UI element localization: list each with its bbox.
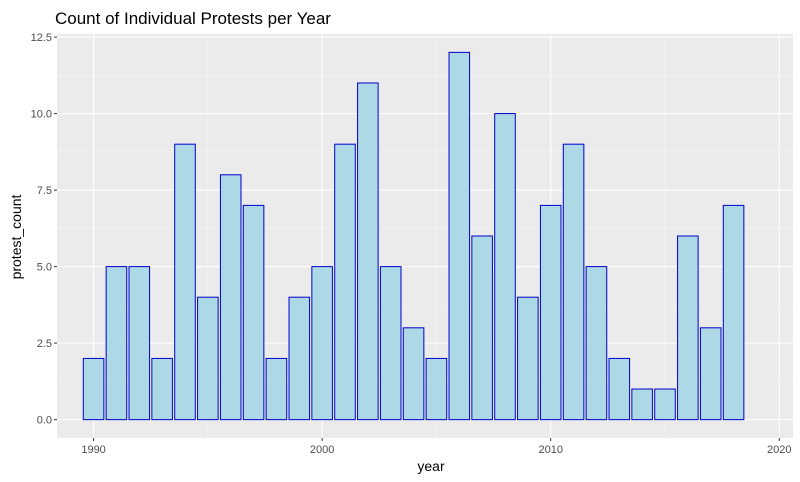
y-tick-label: 5.0: [37, 262, 52, 274]
bar-1997: [242, 204, 265, 421]
bar-1994: [174, 143, 196, 421]
bar-2000: [311, 266, 333, 421]
bar-2018: [722, 204, 745, 421]
bar-2013: [608, 357, 631, 421]
bar-2011: [562, 143, 585, 421]
bar-1996: [219, 174, 242, 421]
bar-1999: [288, 296, 311, 421]
bar-2015: [654, 388, 676, 421]
x-tick-label: 2000: [310, 444, 334, 456]
bar-2002: [357, 82, 379, 421]
bar-2016: [677, 235, 699, 421]
bar-1992: [128, 266, 151, 421]
bar-2017: [699, 327, 722, 421]
y-axis: 0.0 2.5 5.0 7.5 10.0 12.5: [31, 32, 57, 427]
bar-2014: [631, 388, 653, 421]
x-axis-title: year: [417, 458, 445, 474]
bar-2010: [539, 204, 562, 421]
x-tick-label: 2010: [538, 444, 562, 456]
x-axis: 1990 2000 2010 2020: [81, 438, 792, 456]
bar-2008: [494, 113, 516, 421]
bar-1990: [82, 357, 105, 421]
bar-2007: [471, 235, 493, 421]
bar-2009: [517, 296, 539, 421]
bar-2001: [334, 143, 356, 421]
y-tick-label: 2.5: [37, 338, 52, 350]
bar-2004: [402, 327, 425, 421]
x-tick-label: 2020: [767, 444, 791, 456]
bar-2005: [425, 357, 448, 421]
y-tick-label: 10.0: [31, 109, 52, 121]
bar-1998: [265, 357, 288, 421]
y-axis-title: protest_count: [8, 194, 24, 279]
bar-1991: [105, 266, 128, 421]
bar-2006: [448, 51, 471, 421]
y-tick-label: 12.5: [31, 32, 52, 44]
bar-1993: [151, 357, 173, 421]
bar-2003: [379, 266, 402, 421]
bar-1995: [197, 296, 219, 421]
chart-title: Count of Individual Protests per Year: [55, 9, 331, 28]
bar-2012: [585, 266, 608, 421]
y-tick-label: 7.5: [37, 185, 52, 197]
x-tick-label: 1990: [81, 444, 105, 456]
y-tick-label: 0.0: [37, 415, 52, 427]
bars: [82, 51, 745, 421]
